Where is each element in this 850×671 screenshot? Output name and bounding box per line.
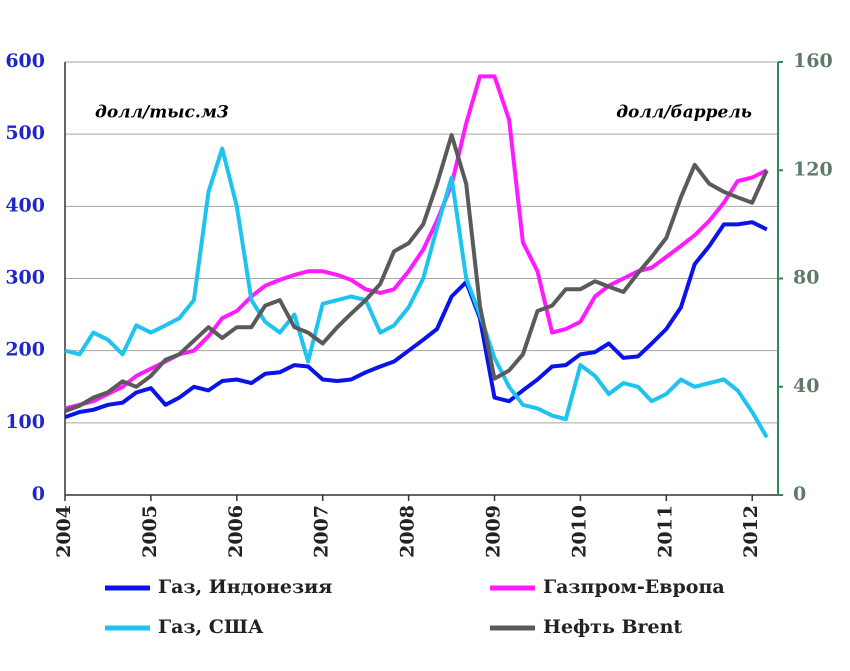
y2-tick-label: 40 [793,375,819,397]
y2-tick-label: 80 [793,267,819,289]
legend-label: Газ, США [158,616,264,638]
x-tick-label: 2008 [397,505,419,558]
x-tick-label: 2011 [654,505,676,558]
left-unit: долл/тыс.м3 [95,103,229,123]
right-unit: долл/баррель [616,103,752,123]
y2-tick-label: 160 [793,50,833,72]
x-tick-label: 2005 [139,505,161,558]
x-tick-label: 2012 [740,505,762,558]
series-line [64,220,768,419]
y2-tick-label: 120 [793,158,833,180]
series-line [64,146,769,439]
y-tick-label: 300 [5,267,45,289]
y-tick-label: 500 [5,122,45,144]
legend-label: Газ, Индонезия [158,576,332,598]
x-tick-label: 2010 [568,505,590,558]
y-tick-label: 200 [5,339,45,361]
legend-label: Нефть Brent [543,616,682,638]
x-tick-label: 2006 [225,505,247,558]
legend-label: Газпром-Европа [543,576,725,598]
y-tick-label: 100 [5,411,45,433]
y-tick-label: 400 [5,194,45,216]
y-tick-label: 600 [5,50,45,72]
y2-tick-label: 0 [793,483,806,505]
x-tick-label: 2004 [53,505,75,558]
series-line [64,133,769,413]
y-tick-label: 0 [32,483,45,505]
x-tick-label: 2009 [483,505,505,558]
x-tick-label: 2007 [311,505,333,558]
